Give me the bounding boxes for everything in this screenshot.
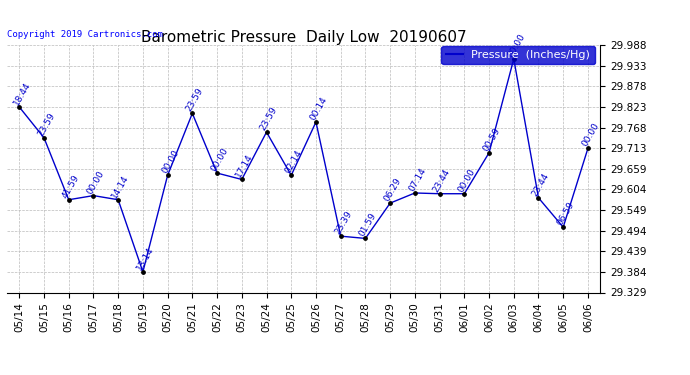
Text: 23:44: 23:44 [432,167,453,194]
Text: 23:59: 23:59 [36,111,57,138]
Text: 02:14: 02:14 [284,148,304,176]
Text: 00:59: 00:59 [481,126,502,153]
Point [360,236,371,242]
Point [14,104,25,110]
Point [310,119,322,125]
Point [533,195,544,201]
Point [582,145,593,151]
Legend: Pressure  (Inches/Hg): Pressure (Inches/Hg) [442,46,595,64]
Text: 23:59: 23:59 [259,105,279,132]
Text: 00:00: 00:00 [580,122,601,148]
Text: 06:29: 06:29 [382,176,403,203]
Text: Copyright 2019 Cartronics.com: Copyright 2019 Cartronics.com [7,30,163,39]
Point [459,191,470,197]
Point [286,172,297,178]
Text: 00:14: 00:14 [308,95,329,122]
Text: 06:59: 06:59 [555,200,576,227]
Text: 01:59: 01:59 [357,211,378,238]
Text: 00:00: 00:00 [160,148,181,176]
Point [137,269,148,275]
Point [261,129,272,135]
Point [88,193,99,199]
Text: Barometric Pressure  Daily Low  20190607: Barometric Pressure Daily Low 20190607 [141,30,466,45]
Text: 41:59: 41:59 [61,173,81,200]
Point [63,197,75,203]
Text: 00:00: 00:00 [506,32,526,59]
Point [558,224,569,230]
Point [39,135,50,141]
Point [162,172,173,178]
Point [434,191,445,197]
Text: 23:39: 23:39 [333,209,353,236]
Point [187,110,198,116]
Text: 17:14: 17:14 [234,153,255,180]
Point [509,56,520,62]
Text: 13:14: 13:14 [135,245,156,272]
Text: 00:00: 00:00 [209,146,230,173]
Text: 23:44: 23:44 [531,171,551,198]
Point [236,177,247,183]
Point [212,170,223,176]
Text: 18:44: 18:44 [12,80,32,107]
Text: 00:00: 00:00 [457,167,477,194]
Point [384,200,395,206]
Point [409,190,420,196]
Point [335,233,346,239]
Text: 07:14: 07:14 [407,166,428,193]
Point [112,197,124,203]
Text: 00:00: 00:00 [86,169,106,196]
Text: 14:14: 14:14 [110,173,131,200]
Point [484,150,495,156]
Text: 23:59: 23:59 [184,87,205,113]
